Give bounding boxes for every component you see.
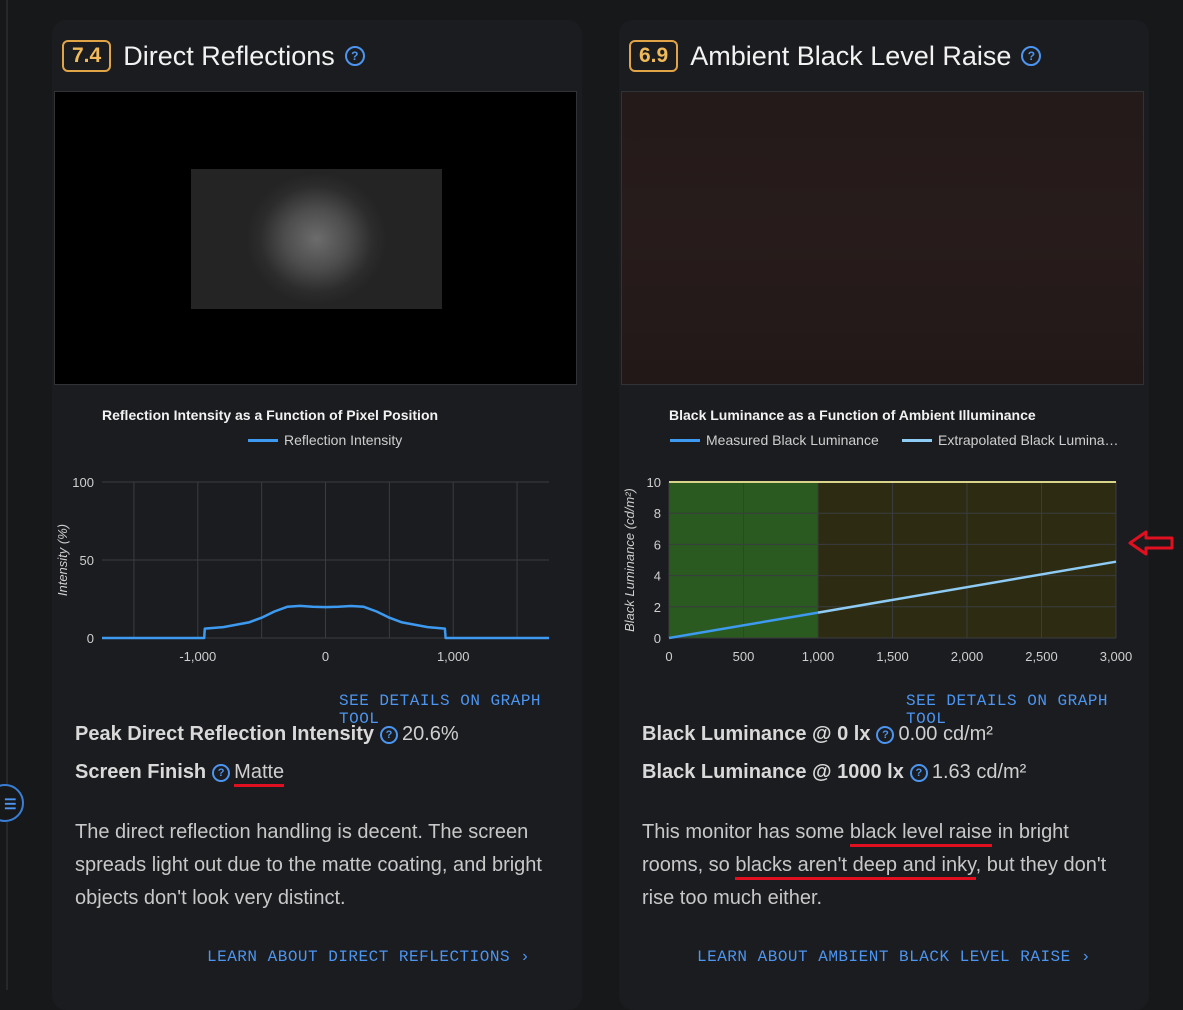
card-title: Direct Reflections [123,40,335,71]
description-underlined: blacks aren't deep and inky [735,854,976,880]
direct-reflections-card: 7.4 Direct Reflections ? Reflection Inte… [52,20,582,1010]
description-text: This monitor has some [642,821,850,843]
stat-black-luminance-0lx: Black Luminance @ 0 lx? 0.00 cd/m² [642,723,993,746]
chevron-right-icon: › [1080,948,1091,966]
stat-black-luminance-1000lx: Black Luminance @ 1000 lx? 1.63 cd/m² [642,761,1026,784]
stat-screen-finish: Screen Finish? Matte [75,761,285,787]
help-icon[interactable]: ? [909,763,928,782]
y-axis-label: Black Luminance (cd/m²) [622,488,637,632]
black-level-photo [621,91,1144,385]
reflection-photo [54,91,577,385]
x-tick-label: 2,500 [1025,649,1058,664]
chevron-right-icon: › [520,948,531,966]
see-details-graph-tool-link[interactable]: SEE DETAILS ON GRAPH TOOL [339,692,542,728]
help-icon[interactable]: ? [212,763,231,782]
help-icon[interactable]: ? [876,725,895,744]
y-axis-label: Intensity (%) [55,524,70,596]
legend-swatch [902,438,932,442]
legend-label: Measured Black Luminance [706,432,879,448]
stat-label: Screen Finish [75,761,207,783]
chart-legend[interactable]: Reflection Intensity [248,432,402,448]
score-badge: 7.4 [62,40,112,72]
table-of-contents-button[interactable]: ☰ [0,784,24,822]
help-icon[interactable]: ? [379,725,398,744]
legend-swatch [248,438,278,442]
card-header: 6.9 Ambient Black Level Raise ? [629,40,1042,72]
card-description: The direct reflection handling is decent… [75,821,542,909]
y-tick-label: 0 [654,631,661,646]
stat-value: 20.6% [401,723,459,745]
ambient-black-level-raise-card: 6.9 Ambient Black Level Raise ? Black Lu… [619,20,1149,1010]
y-tick-label: 4 [654,569,661,584]
y-tick-label: 2 [654,600,661,615]
help-icon[interactable]: ? [1021,46,1042,66]
stat-value: 1.63 cd/m² [931,761,1027,783]
y-tick-label: 50 [80,553,94,568]
red-arrow-annotation-icon [1128,530,1174,556]
black-luminance-chart: 0 2 4 6 8 10 0 500 1,000 1,500 2,000 2,500 3,000 Ambi… [622,475,1133,680]
link-label: LEARN ABOUT AMBIENT BLACK LEVEL RAISE [697,948,1071,966]
legend-label: Extrapolated Black Lumina… [938,432,1119,448]
x-tick-label: 500 [733,649,755,664]
stat-label: Black Luminance @ 0 lx [642,723,871,745]
legend-swatch [670,438,700,442]
chart-title: Reflection Intensity as a Function of Pi… [102,407,439,423]
y-tick-label: 10 [647,475,661,490]
stat-label: Peak Direct Reflection Intensity [75,723,374,745]
description-underlined: black level raise [849,821,993,847]
reflection-chart: 0 50 100 -1,000 0 1,000 Pixel Position Intensit… [55,475,549,680]
stat-value: 0.00 cd/m² [898,723,993,745]
chart-legend-measured[interactable]: Measured Black Luminance [670,432,879,448]
description-text: , but they don't rise too much either. [642,854,1107,909]
card-header: 7.4 Direct Reflections ? [62,40,365,72]
x-tick-label: 1,500 [876,649,909,664]
x-tick-label: 1,000 [802,649,835,664]
help-icon[interactable]: ? [344,46,365,66]
chart-legend-extrapolated[interactable]: Extrapolated Black Lumina… [902,432,1119,448]
x-tick-label: 0 [665,649,672,664]
legend-label: Reflection Intensity [284,432,403,448]
series-line [668,611,819,640]
series-line [102,604,549,640]
card-description: This monitor has some black level raise … [642,816,1122,915]
x-axis-label: Pixel Position [283,677,367,680]
learn-about-direct-reflections-link[interactable]: LEARN ABOUT DIRECT REFLECTIONS › [207,948,530,966]
link-label: LEARN ABOUT DIRECT REFLECTIONS [207,948,511,966]
card-title: Ambient Black Level Raise [690,40,1012,71]
reflection-glow [191,169,442,309]
x-tick-label: 3,000 [1100,649,1133,664]
y-tick-label: 0 [87,631,94,646]
stat-peak-direct-reflection: Peak Direct Reflection Intensity? 20.6% [75,723,459,746]
chart-title: Black Luminance as a Function of Ambient… [669,407,1036,423]
score-badge: 6.9 [629,40,679,72]
x-tick-label: 0 [322,649,329,664]
description-text: in bright rooms, so [642,821,1069,876]
list-icon: ☰ [4,796,17,812]
learn-about-ambient-black-level-raise-link[interactable]: LEARN ABOUT AMBIENT BLACK LEVEL RAISE › [697,948,1091,966]
y-tick-label: 6 [654,537,661,552]
series-line [817,560,1117,614]
x-tick-label: 1,000 [437,649,470,664]
x-axis-label: Ambient Illuminance (Lux) [811,677,974,680]
y-tick-label: 100 [72,475,94,490]
see-details-graph-tool-link[interactable]: SEE DETAILS ON GRAPH TOOL [906,692,1109,728]
x-tick-label: -1,000 [179,649,216,664]
y-tick-label: 8 [654,506,661,521]
x-tick-label: 2,000 [951,649,984,664]
stat-label: Black Luminance @ 1000 lx [642,761,904,783]
left-rail [6,0,8,990]
stat-value: Matte [234,761,285,787]
